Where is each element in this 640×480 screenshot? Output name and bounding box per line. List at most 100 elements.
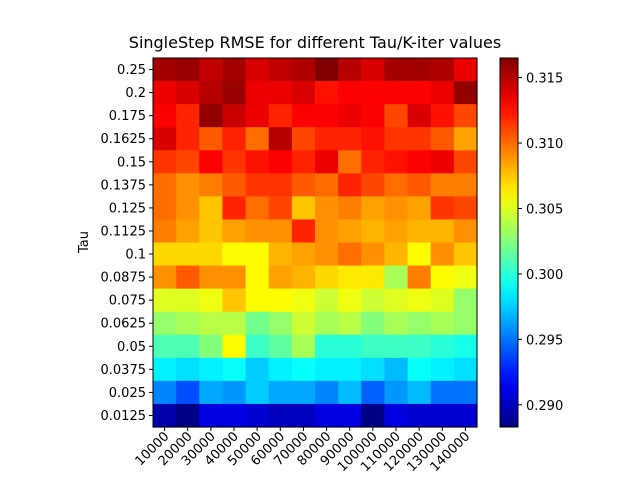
heatmap-cell	[430, 334, 455, 359]
heatmap-cell	[268, 288, 293, 313]
heatmap-cell	[291, 242, 316, 267]
heatmap-cell	[384, 357, 409, 382]
heatmap-cell	[315, 219, 339, 244]
heatmap-cell	[338, 334, 362, 359]
heatmap-cell	[315, 357, 339, 382]
heatmap-cell	[176, 81, 200, 105]
heatmap-cell	[199, 357, 224, 382]
heatmap-cell	[384, 311, 409, 336]
heatmap-cell	[315, 242, 339, 267]
heatmap-cell	[361, 173, 386, 197]
colorbar-tick-label: 0.295	[526, 333, 563, 348]
heatmap-cell	[407, 219, 432, 244]
heatmap-cell	[291, 127, 316, 151]
heatmap-cell	[430, 288, 455, 313]
heatmap-cell	[315, 81, 339, 105]
heatmap-cell	[453, 311, 478, 336]
heatmap-cell	[430, 311, 455, 336]
heatmap-cell	[384, 403, 409, 428]
heatmap-cell	[384, 173, 409, 197]
heatmap-cell	[268, 127, 293, 151]
heatmap-cell	[245, 127, 270, 151]
heatmap-cell	[153, 81, 177, 105]
heatmap-cell	[361, 334, 386, 359]
heatmap-cell	[315, 173, 339, 197]
heatmap-cell	[176, 219, 200, 244]
heatmap-cell	[407, 150, 432, 174]
heatmap-cell	[384, 127, 409, 151]
heatmap-cell	[291, 311, 316, 336]
heatmap-cell	[245, 173, 270, 197]
heatmap-cell	[176, 380, 200, 405]
heatmap-cell	[268, 334, 293, 359]
heatmap-cell	[407, 104, 432, 128]
heatmap-cell	[176, 196, 200, 221]
y-axis-ticks: 0.25 0.2 0.175 0.1625 0.15 0.1375 0.125 0.1125 0…	[101, 63, 153, 424]
heatmap-cell	[338, 196, 362, 221]
heatmap-cell	[315, 288, 339, 313]
heatmap-cell	[245, 219, 270, 244]
heatmap-cell	[222, 173, 247, 197]
heatmap-cell	[361, 403, 386, 428]
heatmap-cell	[291, 81, 316, 105]
heatmap-cell	[199, 334, 224, 359]
heatmap-cell	[315, 104, 339, 128]
heatmap-cell	[407, 127, 432, 151]
heatmap-cell	[153, 357, 177, 382]
heatmap-cell	[453, 150, 478, 174]
heatmap-cell	[176, 357, 200, 382]
heatmap-cell	[153, 219, 177, 244]
y-tick-label: 0.1625	[101, 132, 147, 147]
heatmap-cell	[268, 380, 293, 405]
heatmap-cell	[291, 173, 316, 197]
y-tick-label: 0.175	[109, 109, 146, 124]
heatmap-cell	[245, 58, 270, 82]
heatmap-cell	[315, 403, 339, 428]
y-tick-label: 0.1125	[101, 224, 147, 239]
heatmap-cell	[222, 58, 247, 82]
chart-title: SingleStep RMSE for different Tau/K-iter…	[129, 33, 501, 52]
heatmap-cell	[199, 104, 224, 128]
heatmap-cell	[338, 219, 362, 244]
heatmap-cell	[245, 357, 270, 382]
colorbar-tick-label: 0.305	[526, 202, 563, 217]
heatmap-cell	[222, 265, 247, 290]
heatmap-cell	[222, 104, 247, 128]
plot-frame	[152, 57, 478, 428]
heatmap-cell	[176, 104, 200, 128]
heatmap-cell	[199, 219, 224, 244]
heatmap-cell	[315, 58, 339, 82]
heatmap-cell	[453, 380, 478, 405]
heatmap-cell	[430, 58, 455, 82]
heatmap-cell	[199, 311, 224, 336]
heatmap-cell	[361, 104, 386, 128]
heatmap-cell	[453, 127, 478, 151]
heatmap-cell	[384, 104, 409, 128]
heatmap-cell	[315, 127, 339, 151]
heatmap-cell	[361, 242, 386, 267]
heatmap-cell	[384, 219, 409, 244]
heatmap-cell	[407, 288, 432, 313]
heatmap-cell	[268, 357, 293, 382]
heatmap-cell	[315, 196, 339, 221]
heatmap-cell	[268, 311, 293, 336]
heatmap-cell	[315, 311, 339, 336]
heatmap-cell	[176, 242, 200, 267]
heatmap-cell	[453, 242, 478, 267]
heatmap-cell	[268, 196, 293, 221]
heatmap-cell	[176, 334, 200, 359]
heatmap-cell	[453, 173, 478, 197]
heatmap-cell	[407, 311, 432, 336]
heatmap-cell	[453, 196, 478, 221]
heatmap-cell	[315, 380, 339, 405]
heatmap-cell	[361, 265, 386, 290]
heatmap-cell	[199, 265, 224, 290]
heatmap-cell	[268, 81, 293, 105]
heatmap-cell	[430, 357, 455, 382]
heatmap-cell	[384, 150, 409, 174]
heatmap-cell	[291, 219, 316, 244]
colorbar-ticks: 0.290 0.295 0.300 0.305 0.310 0.315	[518, 72, 563, 414]
heatmap-cell	[176, 58, 200, 82]
heatmap-cell	[153, 242, 177, 267]
heatmap-cell	[199, 403, 224, 428]
